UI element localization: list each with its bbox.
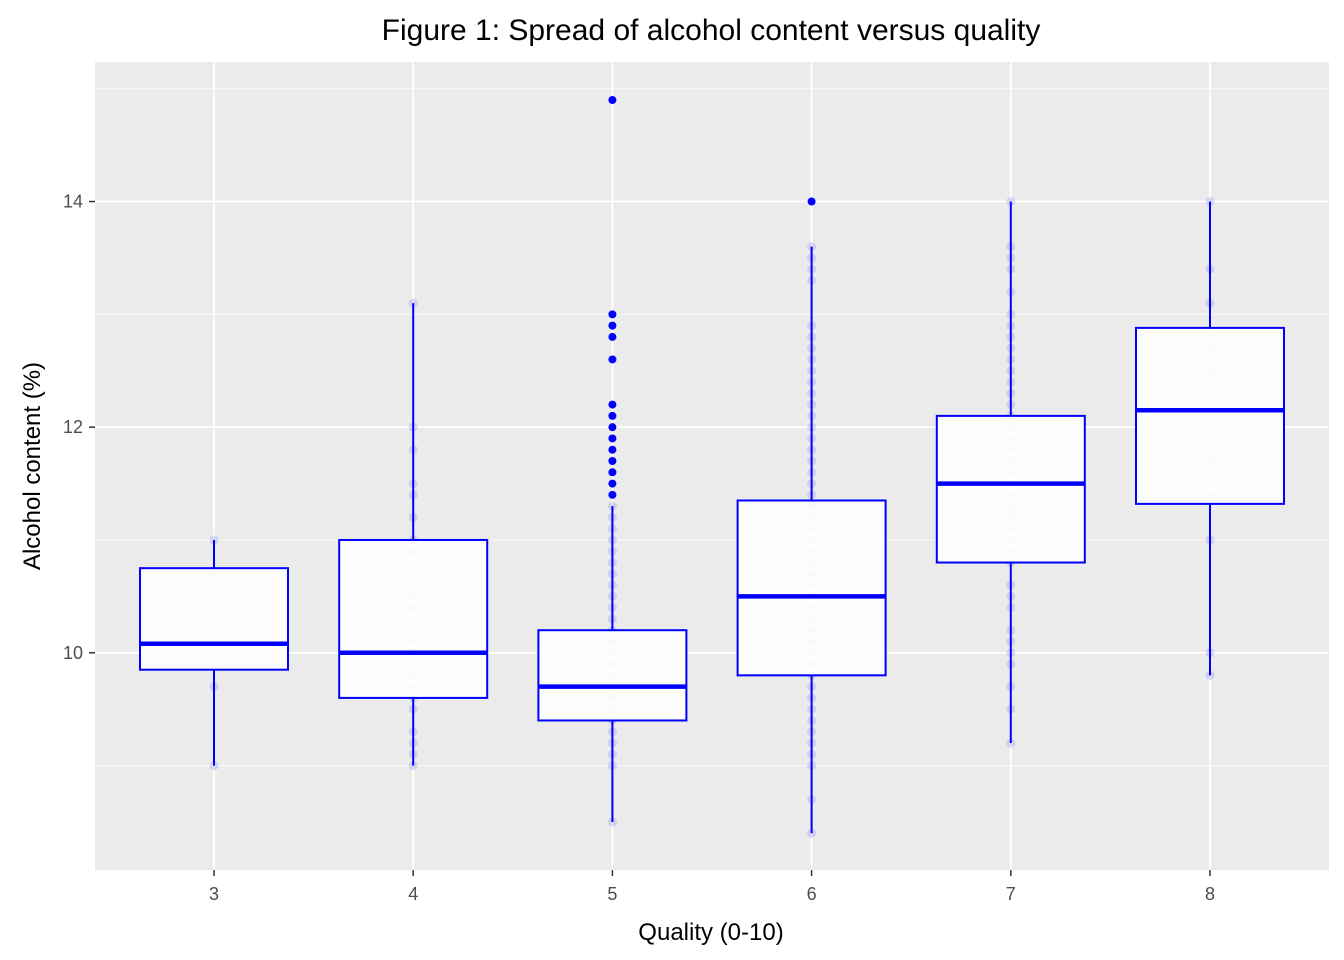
outlier-points — [608, 96, 816, 499]
outlier-point — [608, 355, 617, 364]
x-tick-label: 3 — [209, 884, 219, 904]
y-tick-label: 10 — [63, 643, 83, 663]
box-iqr — [537, 629, 688, 722]
x-tick-label: 4 — [408, 884, 418, 904]
box-quality-6 — [736, 246, 887, 834]
box-quality-4 — [338, 303, 489, 766]
x-tick-label: 7 — [1006, 884, 1016, 904]
box-iqr — [1135, 326, 1285, 505]
axes: 10 12 14 3 4 5 6 7 8 — [63, 192, 1215, 904]
box-quality-8 — [1135, 201, 1285, 676]
x-tick-label: 6 — [807, 884, 817, 904]
outlier-point — [608, 468, 617, 477]
chart-title: Figure 1: Spread of alcohol content vers… — [382, 14, 1041, 47]
outlier-point — [807, 197, 816, 206]
x-tick-label: 5 — [607, 884, 617, 904]
box-iqr — [139, 567, 289, 671]
outlier-point — [608, 490, 617, 499]
boxes — [139, 201, 1285, 834]
box-quality-7 — [935, 201, 1086, 744]
outlier-point — [608, 310, 617, 319]
y-tick-label: 12 — [63, 417, 83, 437]
plot-panel — [95, 62, 1329, 870]
outlier-point — [608, 411, 617, 420]
box-iqr — [338, 538, 489, 699]
y-tick-label: 14 — [63, 192, 83, 212]
outlier-point — [608, 400, 617, 409]
box-iqr — [935, 414, 1086, 564]
outlier-point — [608, 321, 617, 330]
outlier-point — [608, 445, 617, 454]
outlier-point — [608, 96, 617, 104]
box-quality-5 — [537, 506, 688, 822]
box-iqr — [736, 499, 887, 677]
y-axis-title: Alcohol content (%) — [19, 362, 46, 570]
outlier-point — [608, 479, 617, 488]
box-quality-3 — [139, 539, 289, 766]
outlier-point — [608, 423, 617, 432]
outlier-point — [608, 332, 617, 341]
x-axis-title: Quality (0-10) — [638, 919, 783, 946]
outlier-point — [608, 434, 617, 443]
x-tick-label: 8 — [1205, 884, 1215, 904]
outlier-point — [608, 457, 617, 465]
